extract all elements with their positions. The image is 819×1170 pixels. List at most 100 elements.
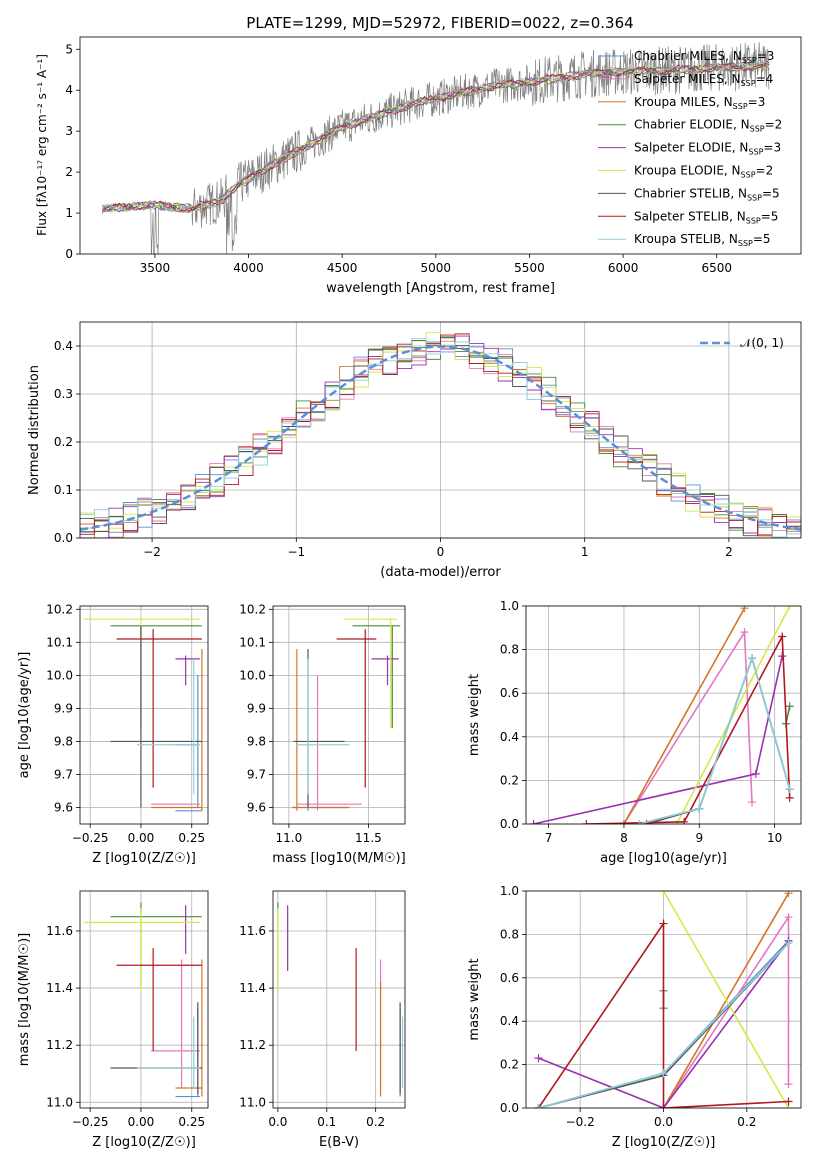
weight-vs-age-axes: 7 8 9 10 0.0 0.2 0.4 0.6 0.8 1.0 (500, 599, 801, 845)
y-tick-label: 10.0 (46, 668, 73, 682)
mass-weight-marker (784, 1080, 793, 1089)
mass-weight-marker (680, 817, 689, 824)
age-vs-mass-frame (272, 605, 406, 825)
y-tick-label: 11.4 (239, 981, 266, 995)
y-tick-label: 11.6 (46, 924, 73, 938)
mass-weight-marker (740, 628, 749, 637)
mass-weight-marker (695, 804, 704, 813)
legend-entry: Kroupa MILES, NSSP=3 (634, 95, 765, 111)
x-tick-label: −0.25 (72, 831, 109, 845)
x-tick-label: 9 (695, 831, 703, 845)
legend-entry: 𝒩(0, 1) (740, 336, 784, 350)
x-tick-label: 5000 (421, 261, 452, 275)
x-tick-label: 8 (620, 831, 628, 845)
y-tick-label: 0.6 (500, 686, 519, 700)
x-tick-label: 10 (767, 831, 782, 845)
mass-vs-Z-plot (84, 902, 203, 1098)
legend-entry: Chabrier ELODIE, NSSP=2 (634, 118, 782, 134)
y-tick-label: 4 (65, 83, 73, 97)
y-tick-label: 10.2 (46, 602, 73, 616)
y-tick-label: 0.8 (500, 927, 519, 941)
y-tick-label: 0.3 (54, 387, 73, 401)
mass-weight-marker (534, 1054, 543, 1063)
y-tick-label: 10.1 (239, 635, 266, 649)
mass-weight-marker (751, 769, 760, 778)
figure-title: PLATE=1299, MJD=52972, FIBERID=0022, z=0… (246, 14, 633, 32)
mass-vs-Z-frame (79, 890, 209, 1109)
y-tick-label: 9.6 (247, 800, 266, 814)
x-tick-label: 0.2 (737, 1115, 756, 1129)
y-tick-label: 9.7 (247, 767, 266, 781)
mass-weight-line (646, 655, 791, 824)
mass-weight-marker (748, 798, 757, 807)
y-tick-label: 0.4 (54, 339, 73, 353)
mass-weight-marker (784, 913, 793, 922)
y-tick-label: 0.0 (500, 817, 519, 831)
age-vs-Z-plot (84, 618, 203, 812)
x-tick-label: 0 (437, 545, 445, 559)
mass-weight-marker (635, 820, 644, 824)
model-spectrum-line (102, 62, 770, 213)
x-tick-label: 11.0 (276, 831, 303, 845)
y-tick-label: 9.7 (54, 767, 73, 781)
residuals-x-label: (data-model)/error (380, 565, 501, 580)
age-vs-mass-x-label: mass [log10(M/M☉)] (272, 851, 405, 866)
age-vs-Z-x-label: Z [log10(Z/Z☉)] (92, 851, 196, 866)
weight-vs-Z-frame (525, 890, 802, 1109)
legend-entry: Kroupa STELIB, NSSP=5 (634, 232, 771, 248)
x-tick-label: 0.00 (128, 1115, 155, 1129)
y-tick-label: 0.0 (500, 1101, 519, 1115)
y-tick-label: 3 (65, 124, 73, 138)
spectrum-axes: 3500 4000 4500 5000 5500 6000 6500 0 1 2 3 4 5 (65, 42, 732, 275)
x-tick-label: 4000 (233, 261, 264, 275)
x-tick-label: 7 (545, 831, 553, 845)
legend-entry: Chabrier STELIB, NSSP=5 (634, 186, 780, 202)
y-tick-label: 1 (65, 206, 73, 220)
mass-vs-ebv-plot (277, 902, 404, 1097)
model-spectrum-line (102, 62, 770, 214)
age-vs-mass-axes: 11.0 11.5 9.6 9.7 9.8 9.9 10.0 10.1 10.2 (239, 602, 405, 845)
age-vs-Z-y-label: age [log10(age/yr)] (17, 652, 32, 779)
y-tick-label: 11.4 (46, 981, 73, 995)
mass-weight-line (533, 655, 783, 824)
x-tick-label: 6500 (701, 261, 732, 275)
x-tick-label: 0.00 (128, 831, 155, 845)
spectrum-legend: Chabrier MILES, NSSP=3 Salpeter MILES, NS… (598, 49, 782, 248)
mass-weight-marker (784, 891, 793, 898)
y-tick-label: 10.0 (239, 668, 266, 682)
mass-weight-line (586, 633, 791, 824)
mass-weight-marker (619, 820, 628, 824)
age-vs-Z-axes: −0.25 0.00 0.25 9.6 9.7 9.8 9.9 10.0 10.1 10.2 (46, 602, 208, 845)
y-tick-label: 0.4 (500, 1014, 519, 1028)
x-tick-label: 11.5 (355, 831, 382, 845)
mass-vs-Z-y-label: mass [log10(M/M☉)] (17, 933, 32, 1066)
y-tick-label: 0.1 (54, 483, 73, 497)
x-tick-label: 0.25 (178, 831, 205, 845)
legend-entry: Kroupa ELODIE, NSSP=2 (634, 164, 773, 180)
x-tick-label: 0.0 (654, 1115, 673, 1129)
mass-weight-line (537, 920, 789, 1108)
y-tick-label: 2 (65, 165, 73, 179)
mass-weight-line (538, 940, 790, 1108)
x-tick-label: 0.0 (268, 1115, 287, 1129)
weight-vs-age-x-label: age [log10(age/yr)] (600, 851, 727, 866)
mass-vs-ebv-axes: 0.0 0.1 0.2 11.0 11.2 11.4 11.6 (239, 891, 405, 1129)
mass-weight-line (662, 891, 790, 1108)
mass-weight-marker (778, 632, 787, 641)
spectrum-y-label: Flux [fλ10⁻¹⁷ erg cm⁻² s⁻¹ A⁻¹] (35, 54, 49, 236)
weight-vs-Z-axes: −0.2 0.0 0.2 0.0 0.2 0.4 0.6 0.8 1.0 (500, 884, 801, 1129)
y-tick-label: 0.4 (500, 730, 519, 744)
weight-vs-Z-y-label: mass weight (467, 958, 482, 1040)
y-tick-label: 11.6 (239, 924, 266, 938)
y-tick-label: 5 (65, 42, 73, 56)
y-tick-label: 9.9 (54, 701, 73, 715)
x-tick-label: −0.25 (72, 1115, 109, 1129)
weight-vs-Z-plot (534, 891, 793, 1108)
spectrum-plot (102, 42, 770, 254)
x-tick-label: 0.25 (178, 1115, 205, 1129)
y-tick-label: 10.1 (46, 635, 73, 649)
weight-vs-Z-x-label: Z [log10(Z/Z☉)] (612, 1135, 716, 1150)
y-tick-label: 0 (65, 247, 73, 261)
x-tick-label: 1 (581, 545, 589, 559)
